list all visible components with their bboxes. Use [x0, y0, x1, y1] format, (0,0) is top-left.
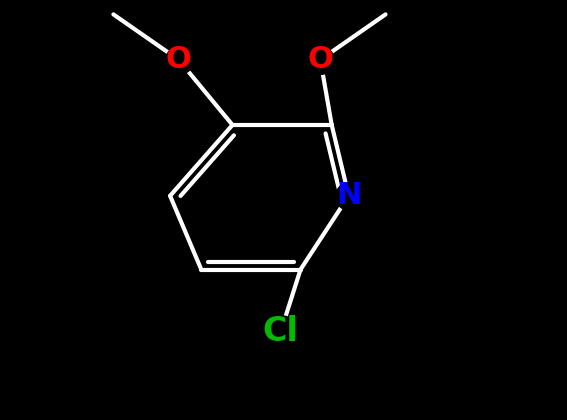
- Text: Cl: Cl: [263, 315, 299, 349]
- Text: N: N: [336, 181, 361, 210]
- Text: O: O: [307, 45, 333, 74]
- Text: O: O: [166, 45, 192, 74]
